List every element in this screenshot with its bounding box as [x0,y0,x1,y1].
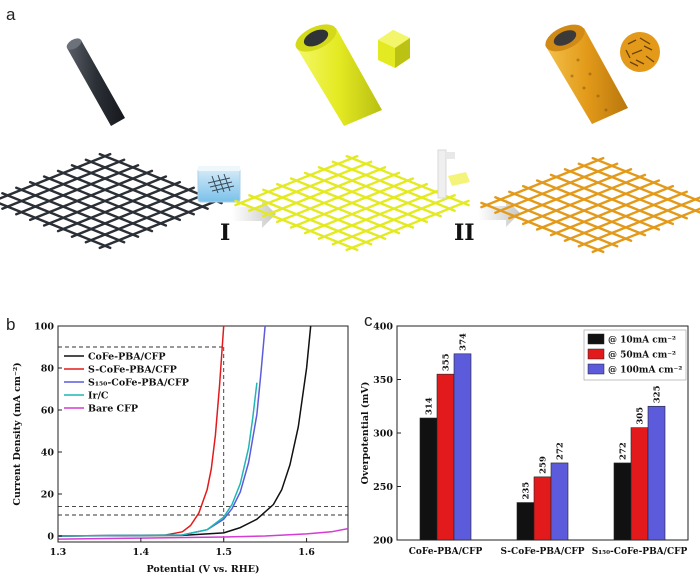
y-axis-title: Current Density (mA cm⁻²) [12,362,23,505]
y-tick-label: 250 [373,482,393,493]
bar-value-label: 325 [653,385,663,403]
legend-swatch [587,333,605,345]
mesh-strand [591,156,700,203]
y-tick-label: 60 [41,406,55,417]
x-category-label: S-CoFe-PBA/CFP [500,547,584,557]
y-axis: 200 250 300 350 400 [373,322,401,547]
mesh-strand [577,196,700,248]
mesh-strand [331,194,456,246]
bar [419,417,438,541]
y-tick-label: 40 [41,448,55,459]
x-tick-label: 1.6 [298,547,315,558]
bar-value-label: 259 [539,456,549,474]
series-line [57,325,312,537]
plot-frame [57,325,349,543]
mesh-strand [98,197,223,250]
step-label: II [454,220,475,246]
legend-swatch [587,363,605,375]
legend-label: S₁₅₀-CoFe-PBA/CFP [88,378,189,389]
series-line [57,382,258,537]
legend-label: @ 50mA cm⁻² [608,351,676,361]
nanosheet-cluster-icon [620,32,660,72]
legend-label: @ 100mA cm⁻² [608,366,682,376]
coated-mesh-icon [234,154,470,252]
bar-value-label: 272 [619,442,629,460]
series-group [57,325,349,540]
bar-value-label: 374 [459,333,469,351]
coated-rod-icon [295,24,382,126]
y-axis-title: Overpotential (mV) [360,382,371,485]
legend-swatch [587,348,605,360]
panel-b: b 1.3 1.4 1.5 1.6 0 20 40 60 80 100 Potential (V… [6,315,349,575]
sulfurized-rod-icon [545,24,628,124]
mesh-strand [345,199,470,252]
carbon-fiber-mesh-icon [0,152,223,250]
bar [533,476,552,541]
immersion-beaker-icon [197,166,241,203]
x-axis: 1.3 1.4 1.5 1.6 [50,538,315,558]
bar [516,502,535,541]
mesh-strand [345,154,470,207]
legend: CoFe-PBA/CFP S-CoFe-PBA/CFP S₁₅₀-CoFe-PBA/… [64,352,189,415]
pba-cube-icon [378,30,410,68]
legend-label: Bare CFP [88,404,138,415]
y-axis: 0 20 40 60 80 100 [34,322,62,543]
x-axis: CoFe-PBA/CFP S-CoFe-PBA/CFP S₁₅₀-CoFe-PBA/… [409,547,688,557]
panel-a-label: a [6,5,16,24]
bars-group: 314 355 374 235 259 272 272 305 325 [419,333,666,541]
carbon-fiber-rod-icon [66,38,125,126]
mesh-strand [591,207,700,254]
bar [453,353,472,541]
legend: @ 10mA cm⁻² @ 50mA cm⁻² @ 100mA cm⁻² [583,329,687,381]
panel-c-label: c [364,311,373,330]
series-line [57,325,225,537]
bar [436,373,455,541]
legend-label: Ir/C [88,391,109,402]
panel-b-label: b [6,315,15,334]
x-category-label: CoFe-PBA/CFP [409,547,483,557]
y-tick-label: 0 [47,532,54,543]
legend-label: @ 10mA cm⁻² [608,336,676,346]
x-axis-title: Potential (V vs. RHE) [147,564,260,575]
step-label: I [220,220,230,246]
x-category-label: S₁₅₀-CoFe-PBA/CFP [592,547,688,557]
legend-label: CoFe-PBA/CFP [88,352,166,363]
arrow-icon [232,200,276,228]
x-tick-label: 1.5 [215,547,232,558]
sulfurized-mesh-icon [480,156,700,254]
y-tick-label: 400 [373,322,393,333]
x-tick-label: 1.4 [133,547,150,558]
bar-value-label: 272 [556,442,566,460]
bar [630,427,649,541]
y-tick-label: 200 [373,536,393,547]
vial-icon [437,149,470,199]
y-tick-label: 300 [373,429,393,440]
panel-a: a I [0,5,700,254]
legend-label: S-CoFe-PBA/CFP [88,365,177,376]
bar-value-label: 355 [442,353,452,371]
y-tick-label: 80 [41,364,55,375]
bar-value-label: 235 [522,482,532,500]
bar [647,405,666,541]
panel-c: c 314 355 374 235 259 272 272 305 325 200 250 300 3… [360,311,689,557]
x-tick-label: 1.3 [50,547,67,558]
y-tick-label: 100 [34,322,54,333]
reference-lines [58,346,348,542]
y-tick-label: 350 [373,375,393,386]
bar-value-label: 314 [425,397,435,415]
mesh-strand [84,192,209,244]
bar [613,462,632,541]
bar-value-label: 305 [636,407,646,425]
y-tick-label: 20 [41,490,55,501]
bar [550,462,569,541]
